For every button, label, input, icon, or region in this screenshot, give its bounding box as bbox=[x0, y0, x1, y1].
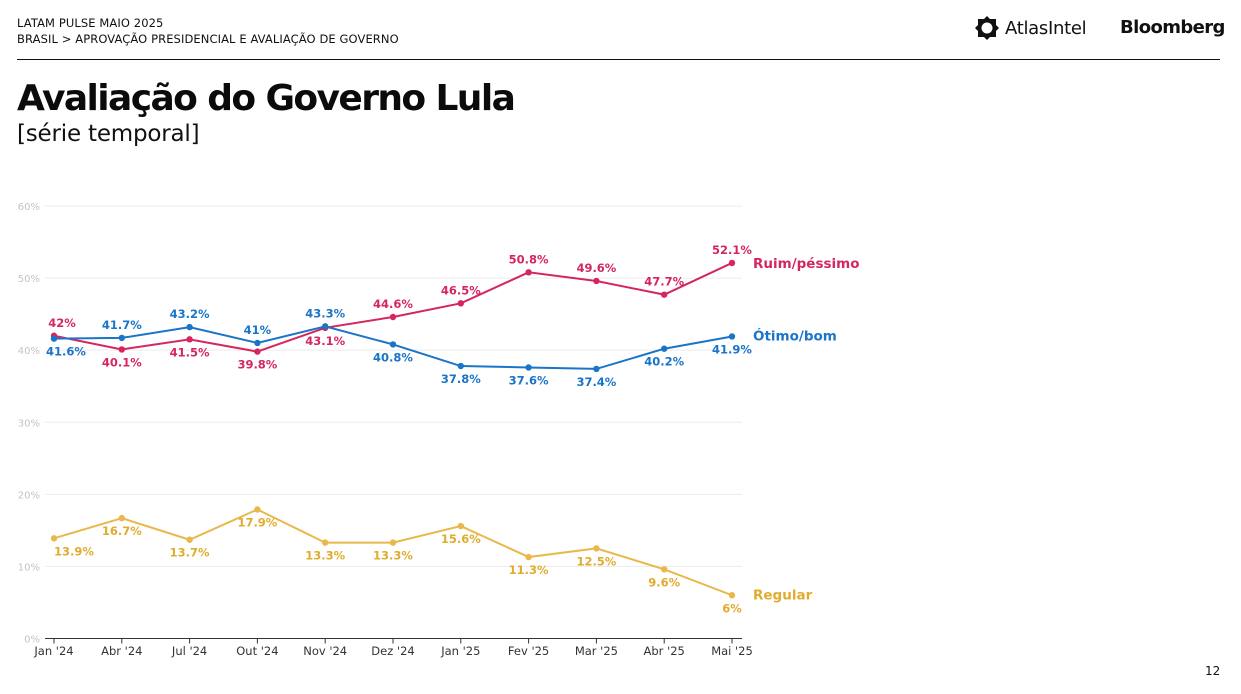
data-label: 42% bbox=[48, 316, 76, 330]
data-label: 43.2% bbox=[170, 307, 210, 321]
data-point bbox=[254, 506, 261, 513]
data-label: 40.8% bbox=[373, 350, 413, 364]
data-point bbox=[525, 269, 532, 276]
x-tick-label: Mai '25 bbox=[711, 644, 753, 658]
x-tick-label: Mar '25 bbox=[575, 644, 618, 658]
x-tick-label: Jan '25 bbox=[440, 644, 480, 658]
data-point bbox=[186, 336, 193, 343]
bloomberg-logo: Bloomberg bbox=[1120, 17, 1225, 38]
data-label: 49.6% bbox=[576, 261, 616, 275]
data-label: 50.8% bbox=[509, 252, 549, 266]
y-tick-label: 30% bbox=[18, 418, 40, 429]
page-number: 12 bbox=[1205, 664, 1221, 678]
data-label: 41.9% bbox=[712, 342, 752, 356]
x-tick-label: Jan '24 bbox=[33, 644, 73, 658]
data-label: 6% bbox=[722, 601, 742, 615]
report-breadcrumb: BRASIL > APROVAÇÃO PRESIDENCIAL E AVALIA… bbox=[17, 32, 399, 46]
data-point bbox=[593, 545, 600, 552]
x-tick-label: Jul '24 bbox=[171, 644, 207, 658]
y-tick-label: 40% bbox=[18, 346, 40, 357]
page-title: Avaliação do Governo Lula bbox=[17, 78, 516, 119]
data-point bbox=[50, 535, 58, 542]
data-point bbox=[322, 539, 329, 546]
data-label: 17.9% bbox=[237, 515, 277, 529]
data-point bbox=[728, 333, 736, 340]
data-label: 12.5% bbox=[576, 554, 616, 568]
data-label: 39.8% bbox=[237, 358, 277, 372]
data-point bbox=[457, 300, 464, 307]
atlasintel-logo-text: AtlasIntel bbox=[1005, 17, 1087, 39]
atlasintel-logo: AtlasIntel bbox=[974, 15, 1087, 41]
series-name-label: Ótimo/bom bbox=[753, 326, 837, 344]
data-label: 40.2% bbox=[644, 355, 684, 369]
data-label: 46.5% bbox=[441, 283, 481, 297]
data-label: 40.1% bbox=[102, 355, 142, 369]
report-header: LATAM PULSE MAIO 2025 BRASIL > APROVAÇÃO… bbox=[17, 15, 399, 47]
data-point bbox=[661, 345, 668, 352]
y-tick-label: 60% bbox=[18, 202, 40, 213]
data-point bbox=[457, 522, 464, 530]
data-label: 11.3% bbox=[509, 563, 549, 577]
data-point bbox=[661, 291, 668, 298]
data-point bbox=[593, 365, 600, 373]
data-label: 13.3% bbox=[305, 549, 345, 563]
data-label: 13.7% bbox=[170, 546, 210, 560]
y-tick-label: 0% bbox=[24, 635, 40, 646]
data-point bbox=[118, 334, 126, 342]
page-subtitle: [série temporal] bbox=[17, 121, 200, 147]
data-point bbox=[50, 335, 58, 342]
y-tick-label: 20% bbox=[18, 490, 40, 501]
data-label: 15.6% bbox=[441, 532, 481, 546]
x-tick-label: Out '24 bbox=[236, 644, 278, 658]
data-point bbox=[118, 346, 126, 353]
x-tick-label: Nov '24 bbox=[303, 644, 347, 658]
x-tick-label: Fev '25 bbox=[508, 644, 549, 658]
data-point bbox=[186, 323, 193, 331]
data-point bbox=[389, 341, 397, 348]
data-label: 13.3% bbox=[373, 549, 413, 563]
data-label: 16.7% bbox=[102, 524, 142, 538]
x-tick-label: Dez '24 bbox=[371, 644, 414, 658]
data-point bbox=[728, 592, 736, 599]
data-point bbox=[525, 364, 532, 371]
data-point bbox=[118, 514, 126, 522]
header-divider bbox=[17, 59, 1220, 60]
series-name-label: Regular bbox=[753, 587, 813, 603]
data-label: 37.8% bbox=[441, 372, 481, 386]
data-label: 37.4% bbox=[576, 375, 616, 389]
data-point bbox=[254, 339, 261, 347]
data-point bbox=[186, 536, 193, 543]
data-point bbox=[661, 566, 668, 573]
data-label: 43.1% bbox=[305, 334, 345, 348]
report-title: LATAM PULSE MAIO 2025 bbox=[17, 16, 164, 30]
x-tick-label: Abr '24 bbox=[101, 644, 142, 658]
data-point bbox=[593, 277, 600, 285]
data-point bbox=[457, 362, 464, 370]
y-tick-label: 50% bbox=[18, 274, 40, 285]
x-tick-label: Abr '25 bbox=[644, 644, 685, 658]
data-label: 9.6% bbox=[648, 575, 680, 589]
data-point bbox=[728, 259, 736, 267]
data-point bbox=[525, 553, 532, 561]
data-point bbox=[389, 313, 397, 321]
data-point bbox=[389, 539, 397, 546]
data-label: 41% bbox=[244, 323, 272, 337]
y-tick-label: 10% bbox=[18, 562, 40, 573]
data-label: 41.5% bbox=[170, 345, 210, 359]
series-name-label: Ruim/péssimo bbox=[753, 256, 860, 272]
data-label: 13.9% bbox=[54, 544, 94, 558]
data-point bbox=[322, 323, 329, 330]
data-label: 41.6% bbox=[46, 345, 86, 359]
data-label: 52.1% bbox=[712, 243, 752, 257]
data-label: 47.7% bbox=[644, 275, 684, 289]
data-label: 43.3% bbox=[305, 306, 345, 320]
data-label: 44.6% bbox=[373, 297, 413, 311]
data-label: 41.7% bbox=[102, 318, 142, 332]
data-point bbox=[254, 348, 261, 355]
atlasintel-logo-icon bbox=[975, 16, 999, 40]
data-label: 37.6% bbox=[509, 373, 549, 387]
